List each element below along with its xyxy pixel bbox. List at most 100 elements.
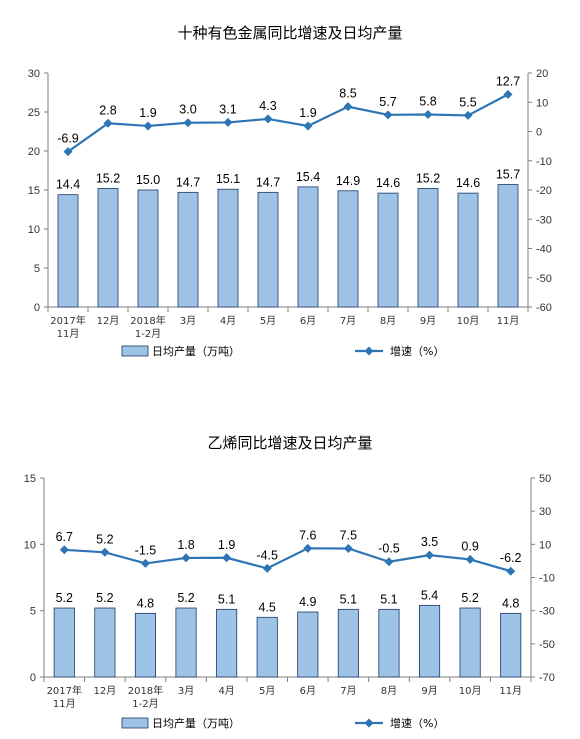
bar bbox=[256, 616, 278, 678]
bar bbox=[216, 608, 238, 678]
x-axis-category-line: 11月 bbox=[57, 328, 80, 340]
ethylene-chart: 乙烯同比增速及日均产量 0 5 10 15 -70 -50 -30 -10 10 30 50 5.2 5… bbox=[0, 420, 580, 739]
x-axis-category-label: 12月 bbox=[94, 685, 117, 697]
line-data-label: -4.5 bbox=[256, 548, 278, 562]
x-axis-category-label: 8月 bbox=[380, 315, 396, 327]
line-point-marker bbox=[263, 114, 273, 124]
legend-bar-swatch bbox=[121, 345, 149, 357]
x-axis-category-line: 4月 bbox=[220, 315, 236, 327]
right-axis-tick-label: -40 bbox=[536, 244, 552, 256]
legend-bar-label: 日均产量（万吨） bbox=[152, 716, 240, 730]
line-data-label: 7.5 bbox=[340, 528, 357, 542]
line-data-label: 1.9 bbox=[218, 538, 235, 552]
x-axis-category-label: 5月 bbox=[260, 315, 276, 327]
line-data-label: -1.5 bbox=[135, 543, 157, 557]
right-axis-tick-label: 30 bbox=[539, 506, 551, 518]
x-axis-category-line: 9月 bbox=[420, 315, 436, 327]
chart-title: 十种有色金属同比增速及日均产量 bbox=[177, 24, 402, 42]
right-axis-tick-label: 20 bbox=[536, 68, 548, 80]
line-data-label: 0.9 bbox=[461, 539, 478, 553]
line-data-label: 3.0 bbox=[179, 103, 196, 117]
bar-data-label: 4.8 bbox=[137, 596, 154, 610]
line-point-marker bbox=[143, 121, 153, 131]
x-axis-category-line: 5月 bbox=[260, 315, 276, 327]
x-axis-category-label: 6月 bbox=[300, 315, 316, 327]
x-axis-category-line: 6月 bbox=[300, 685, 316, 697]
line-point-marker bbox=[383, 110, 393, 120]
x-axis-category-label: 5月 bbox=[259, 685, 275, 697]
bar-data-label: 15.0 bbox=[136, 173, 160, 187]
left-axis-tick-label: 20 bbox=[28, 146, 40, 158]
line-point-marker bbox=[103, 118, 113, 128]
bar bbox=[337, 190, 359, 308]
x-axis-category-line: 3月 bbox=[180, 315, 196, 327]
x-axis-category-line: 11月 bbox=[497, 315, 520, 327]
right-axis-tick-label: -10 bbox=[539, 573, 555, 585]
bar-data-label: 5.1 bbox=[218, 592, 235, 606]
line-data-label: 1.9 bbox=[139, 106, 156, 120]
line-point-marker bbox=[303, 121, 313, 131]
line-point-marker bbox=[503, 89, 513, 99]
line-data-label: 1.8 bbox=[177, 538, 194, 552]
bar bbox=[459, 607, 481, 678]
x-axis-category-label: 11月 bbox=[499, 685, 522, 697]
x-axis-category-line: 5月 bbox=[259, 685, 275, 697]
bar-data-label: 5.1 bbox=[340, 592, 357, 606]
bar-data-label: 15.4 bbox=[296, 170, 320, 184]
line-point-marker bbox=[222, 553, 232, 563]
legend-line-label: 增速（%） bbox=[390, 716, 444, 730]
right-axis-tick-label: -30 bbox=[539, 606, 555, 618]
x-axis-category-line: 11月 bbox=[499, 685, 522, 697]
line-point-marker bbox=[262, 563, 272, 573]
line-data-label: 2.8 bbox=[99, 103, 116, 117]
line-point-marker bbox=[463, 110, 473, 120]
x-axis-category-label: 3月 bbox=[180, 315, 196, 327]
line-data-label: 3.5 bbox=[421, 535, 438, 549]
x-axis-category-label: 7月 bbox=[340, 315, 356, 327]
x-axis-category-line: 1-2月 bbox=[132, 698, 158, 710]
x-axis-category-line: 2017年 bbox=[50, 314, 85, 327]
x-axis-category-label: 2017年 11月 bbox=[50, 314, 85, 340]
line-point-marker bbox=[465, 554, 475, 564]
bar bbox=[418, 604, 441, 678]
bar-data-label: 14.7 bbox=[256, 175, 280, 189]
line-point-marker bbox=[384, 557, 394, 567]
bar-data-label: 14.4 bbox=[56, 178, 80, 192]
x-axis-category-label: 2017年 11月 bbox=[47, 684, 82, 710]
right-axis-tick-label: -20 bbox=[536, 185, 552, 197]
bar-data-label: 15.7 bbox=[496, 168, 520, 182]
right-axis-tick-label: 50 bbox=[539, 473, 551, 485]
right-axis-tick-label: -30 bbox=[536, 214, 552, 226]
line-data-label: 12.7 bbox=[496, 74, 520, 88]
bar-data-label: 5.2 bbox=[461, 591, 478, 605]
x-axis-category-label: 2018年 1-2月 bbox=[130, 314, 165, 340]
bar-data-label: 14.6 bbox=[376, 176, 400, 190]
line-data-label: 5.5 bbox=[459, 95, 476, 109]
left-axis-tick-label: 5 bbox=[30, 606, 36, 618]
line-point-marker bbox=[100, 547, 110, 557]
bar bbox=[57, 194, 79, 308]
bar-data-label: 5.1 bbox=[380, 592, 397, 606]
line-data-label: -0.5 bbox=[378, 542, 400, 556]
bar bbox=[457, 192, 479, 308]
x-axis-category-line: 7月 bbox=[340, 315, 356, 327]
right-axis-tick-label: -50 bbox=[536, 273, 552, 285]
x-axis-category-line: 1-2月 bbox=[135, 328, 161, 340]
nonferrous-metals-chart-svg: 十种有色金属同比增速及日均产量 0 5 10 15 20 25 30 -60 -50 -40 -30… bbox=[28, 24, 552, 358]
line-point-marker bbox=[423, 110, 433, 120]
x-axis-category-line: 12月 bbox=[94, 685, 117, 697]
line-point-marker bbox=[223, 117, 233, 127]
bar-data-label: 14.6 bbox=[456, 176, 480, 190]
x-axis-category-label: 9月 bbox=[420, 315, 436, 327]
line-data-label: 5.8 bbox=[419, 95, 436, 109]
bar-data-label: 4.8 bbox=[502, 596, 519, 610]
x-axis-category-line: 6月 bbox=[300, 315, 316, 327]
left-axis-tick-label: 5 bbox=[34, 263, 40, 275]
x-axis-category-line: 10月 bbox=[459, 685, 482, 697]
line-data-label: 1.9 bbox=[299, 106, 316, 120]
line-point-marker bbox=[425, 550, 435, 560]
line-data-label: 7.6 bbox=[299, 528, 316, 542]
x-axis-category-label: 12月 bbox=[97, 315, 120, 327]
bar bbox=[177, 191, 199, 308]
growth-rate-line bbox=[67, 93, 509, 153]
